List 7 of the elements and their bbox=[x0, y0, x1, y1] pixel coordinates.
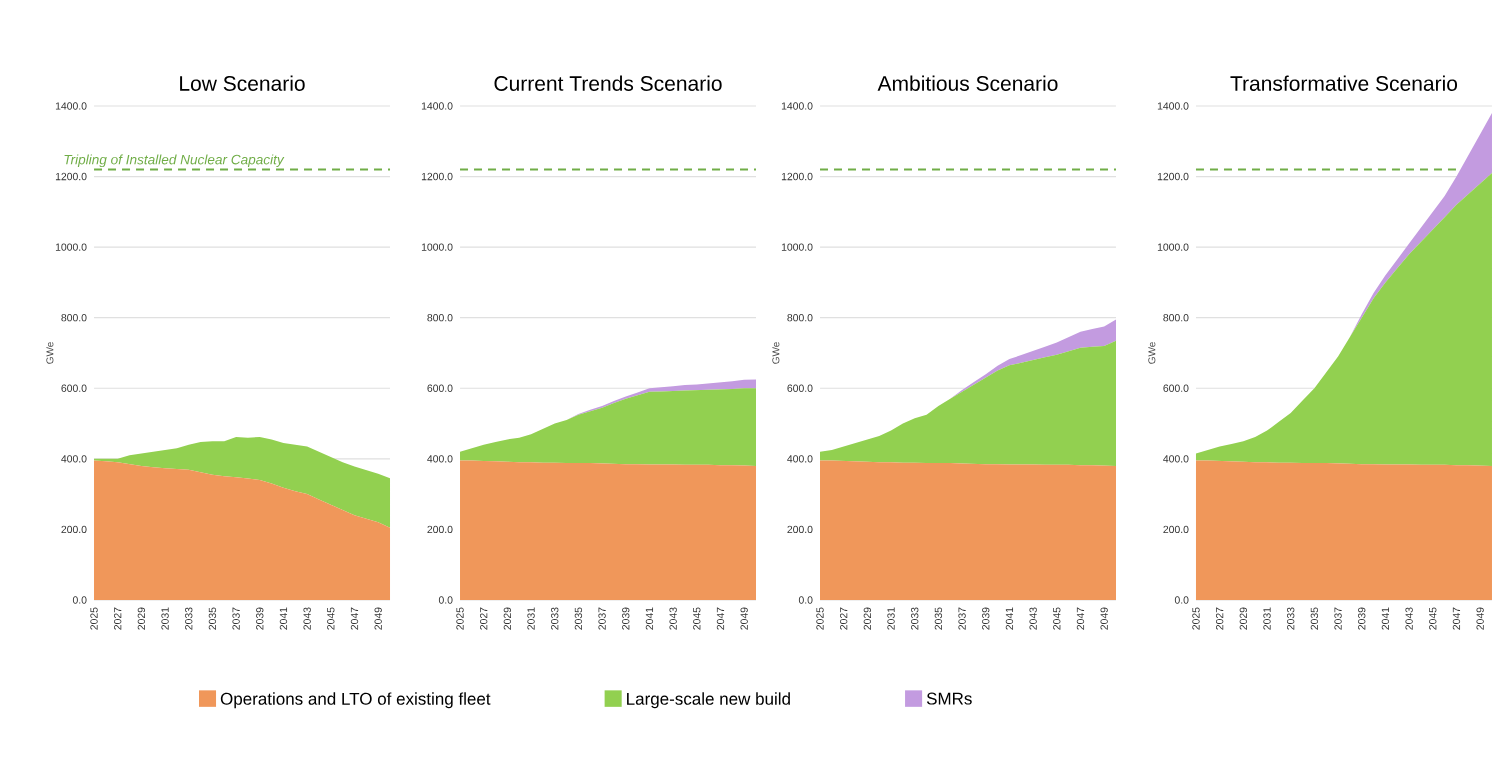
chart-title: Transformative Scenario bbox=[1230, 75, 1458, 91]
chart-title: Ambitious Scenario bbox=[877, 75, 1058, 91]
legend-label: SMRs bbox=[926, 692, 972, 705]
legend-label: Large-scale new build bbox=[627, 692, 790, 709]
chart-title: Current Trends Scenario bbox=[494, 75, 722, 91]
chart-title: Low Scenario bbox=[180, 75, 305, 91]
legend-label: Operations and LTO of existing fleet bbox=[220, 692, 491, 709]
